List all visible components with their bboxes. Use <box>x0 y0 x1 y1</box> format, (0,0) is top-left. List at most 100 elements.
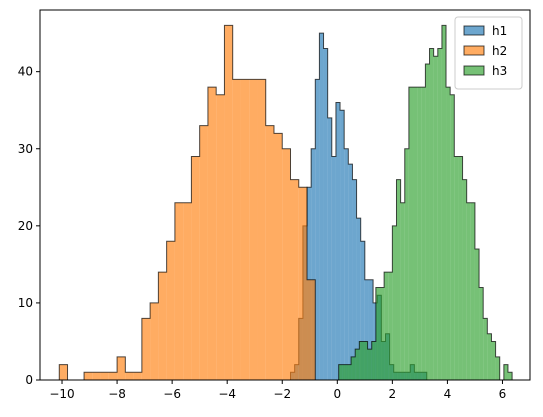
bar-h2-19 <box>216 94 225 381</box>
bar-h2-20 <box>224 25 233 381</box>
x-tick-label: −10 <box>49 387 74 401</box>
bar-h2-27 <box>282 148 291 380</box>
bar-h3-28 <box>454 156 459 380</box>
bar-h3-35 <box>483 318 488 380</box>
plot-frame <box>39 9 531 381</box>
bar-h3-14 <box>396 179 401 380</box>
bar-h3-26 <box>446 87 451 380</box>
bar-h3-38 <box>495 356 500 380</box>
bar-h2-30 <box>307 279 316 380</box>
bar-h2-16 <box>191 156 200 380</box>
bar-h1-12 <box>340 110 345 380</box>
bar-h3-24 <box>437 48 442 381</box>
bar-h3-16 <box>404 148 409 380</box>
bar-h1-8 <box>323 48 328 381</box>
axes-layer: −10 −8 −6 −4 −2 0 2 4 6 0 10 20 30 40 <box>18 9 531 401</box>
bar-h2-24 <box>257 79 266 380</box>
bar-h3-1 <box>342 364 347 380</box>
bar-h3-10 <box>379 287 385 380</box>
bar-h3-21 <box>425 63 430 380</box>
bar-h3-11 <box>384 272 389 380</box>
legend-swatch-h1 <box>463 25 485 36</box>
bar-h3-5 <box>359 341 364 380</box>
bar-h2-18 <box>207 87 217 380</box>
legend-label-h3: h3 <box>492 64 507 78</box>
outline-h2 <box>58 24 316 381</box>
bar-h3-30 <box>462 179 467 380</box>
bar-h2-23 <box>249 79 258 380</box>
x-tick-label: −8 <box>108 387 126 401</box>
bar-h2-15 <box>183 202 192 380</box>
series-h2 <box>58 24 316 381</box>
bar-h1-11 <box>335 102 341 380</box>
bar-h2-0 <box>59 364 68 380</box>
bar-h3-4 <box>355 349 360 380</box>
bar-h3-9 <box>375 287 380 380</box>
bar-h2-4 <box>92 372 101 380</box>
bar-h2-21 <box>232 79 241 380</box>
bar-h1-18 <box>364 279 369 380</box>
x-tick-label: −6 <box>163 387 181 401</box>
bar-h2-3 <box>84 372 93 380</box>
bar-h3-40 <box>503 364 508 380</box>
x-tick-label: 2 <box>389 387 397 401</box>
bar-h3-32 <box>470 202 475 380</box>
bar-h3-8 <box>371 341 376 380</box>
bar-h2-12 <box>158 272 167 380</box>
bar-h3-19 <box>417 87 422 380</box>
x-tick-label: 6 <box>499 387 507 401</box>
bar-h3-17 <box>408 87 414 380</box>
bar-h2-25 <box>265 125 274 380</box>
legend-swatch-h3 <box>463 65 485 76</box>
x-tick-label: 0 <box>333 387 341 401</box>
bar-h3-29 <box>458 156 463 380</box>
bar-h3-22 <box>429 48 434 381</box>
bar-h3-27 <box>450 94 455 381</box>
x-tick-label: 4 <box>444 387 452 401</box>
x-tick-label: −4 <box>218 387 236 401</box>
bar-h1-6 <box>315 79 320 380</box>
bar-h2-9 <box>133 372 142 380</box>
series-h3 <box>338 24 513 381</box>
bar-h2-14 <box>174 202 184 380</box>
bar-h1-13 <box>344 148 349 380</box>
bar-h3-0 <box>338 364 343 380</box>
bar-h3-6 <box>363 341 368 380</box>
bar-h3-13 <box>392 225 397 380</box>
bar-h3-3 <box>351 356 356 380</box>
y-tick-label: 10 <box>18 296 33 310</box>
bar-h2-22 <box>240 79 250 380</box>
bar-h3-33 <box>474 248 480 380</box>
y-tick-label: 20 <box>18 219 33 233</box>
bar-h3-7 <box>367 349 372 380</box>
bar-h3-20 <box>421 87 426 380</box>
bar-h3-23 <box>433 56 438 380</box>
bar-h3-12 <box>388 272 393 380</box>
bar-h2-11 <box>150 302 159 380</box>
bar-h1-19 <box>368 279 374 380</box>
y-tick-label: 30 <box>18 142 33 156</box>
bar-h3-15 <box>400 202 405 380</box>
bar-h2-26 <box>273 133 283 380</box>
bar-h2-5 <box>100 372 109 380</box>
legend-label-h2: h2 <box>492 44 507 58</box>
bar-h3-41 <box>507 372 513 380</box>
bar-h1-14 <box>348 164 353 380</box>
bars-layer <box>58 24 513 381</box>
legend-swatch-h2 <box>463 45 485 56</box>
outline-h3 <box>338 24 513 381</box>
bar-h2-10 <box>141 318 151 380</box>
bar-h3-31 <box>466 202 471 380</box>
bar-h3-18 <box>413 87 418 380</box>
legend: h1 h2 h3 <box>454 16 523 90</box>
bar-h1-7 <box>319 33 324 380</box>
bar-h1-16 <box>356 218 361 380</box>
bar-h1-15 <box>352 179 357 380</box>
bar-h2-29 <box>298 187 308 380</box>
bar-h1-5 <box>311 148 316 380</box>
bar-h1-9 <box>327 117 332 381</box>
bar-h2-6 <box>108 372 118 380</box>
bar-h3-34 <box>479 287 484 380</box>
